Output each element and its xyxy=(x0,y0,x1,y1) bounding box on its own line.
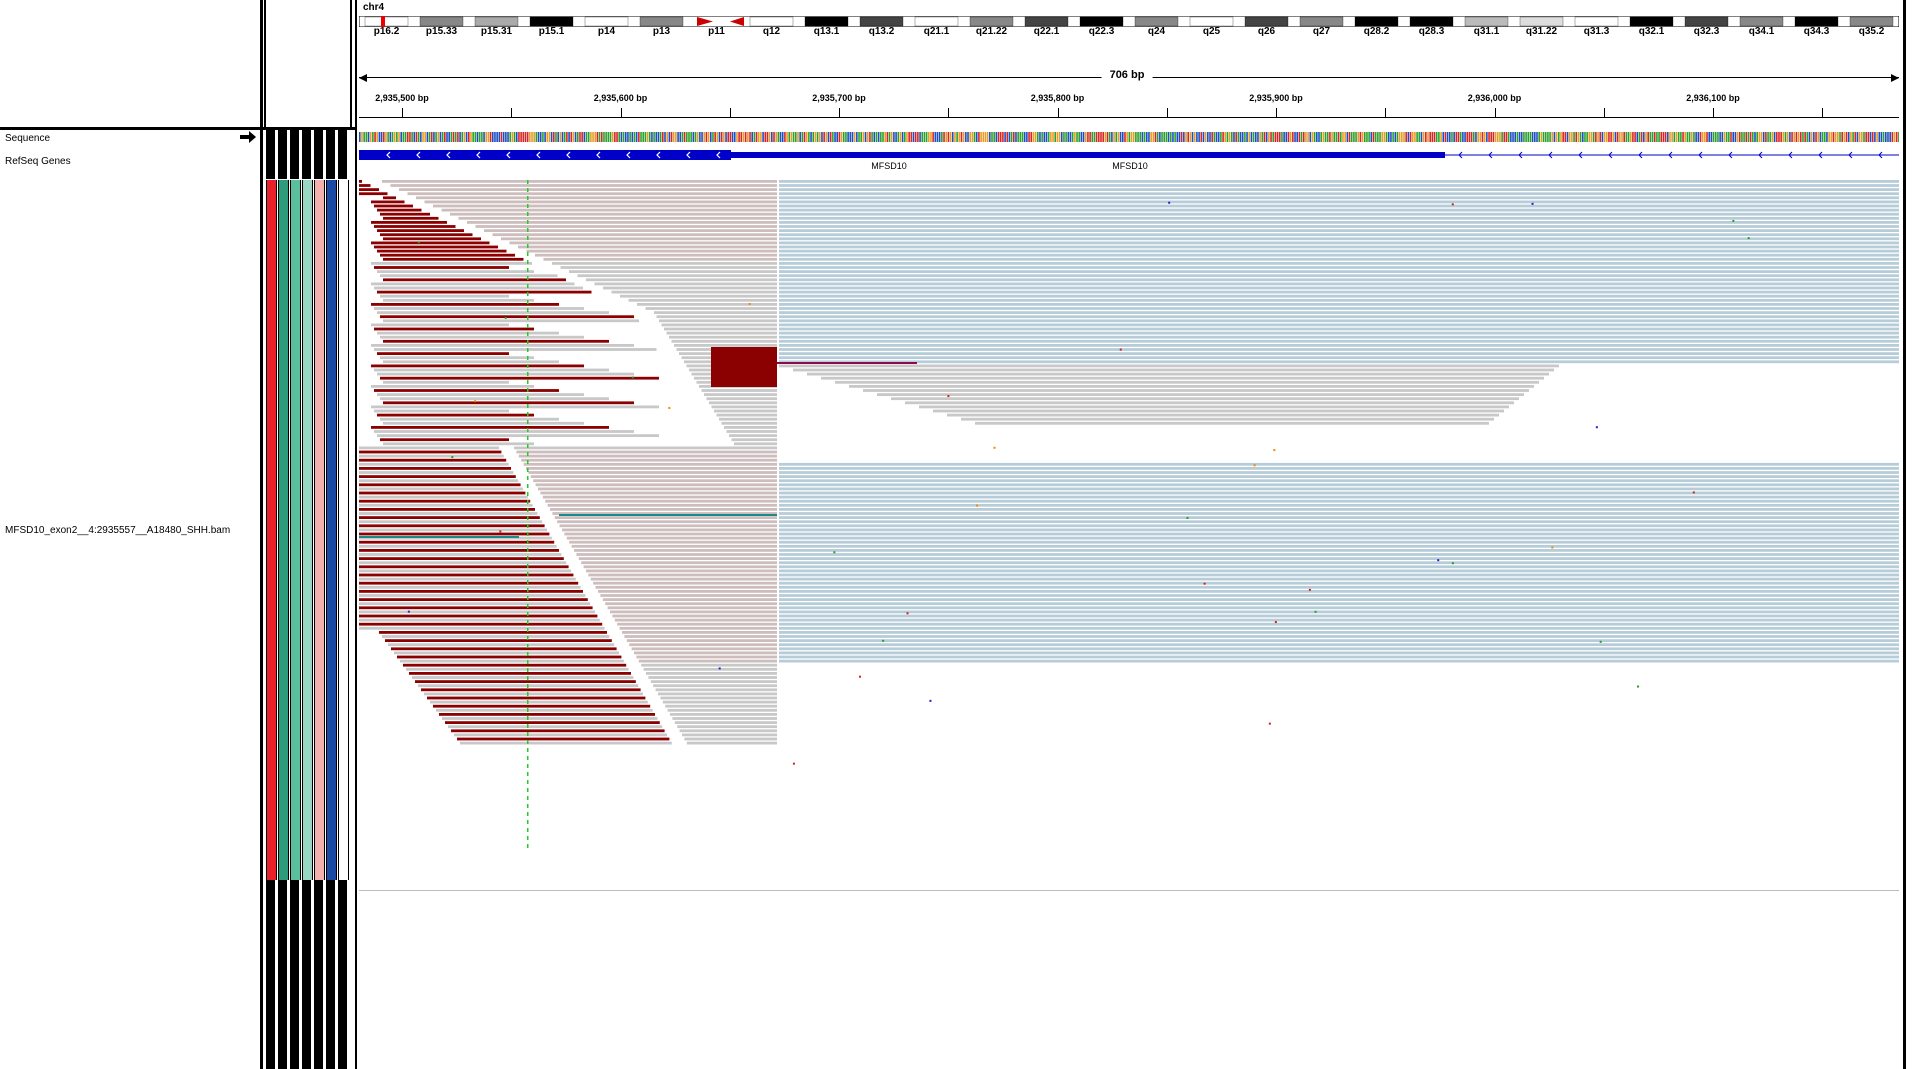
attribute-cell[interactable] xyxy=(278,180,289,880)
ruler-tick xyxy=(1713,108,1714,117)
span-label: 706 bp xyxy=(1101,69,1153,81)
attribute-cell[interactable] xyxy=(266,880,275,1069)
ruler-tick-label: 2,936,100 bp xyxy=(1686,93,1740,103)
attribute-cell[interactable] xyxy=(266,180,277,880)
name-panel-header xyxy=(0,0,261,127)
ruler-tick xyxy=(1057,108,1059,117)
cytoband-label: p15.33 xyxy=(425,26,458,37)
attribute-cell[interactable] xyxy=(314,129,323,179)
attribute-cell[interactable] xyxy=(326,880,335,1069)
ruler-tick xyxy=(1603,108,1605,117)
header-separator xyxy=(0,127,357,130)
cytoband-label: q32.3 xyxy=(1693,26,1720,37)
cytoband-label: q31.1 xyxy=(1473,26,1500,37)
data-panel[interactable]: chr4 p16.2 p15.33 p15.31 p15.1 p14 p13 p11 q12 q… xyxy=(357,0,1903,1069)
ruler-tick-label: 2,936,000 bp xyxy=(1467,93,1522,103)
ruler-tick xyxy=(1276,108,1277,117)
ruler-axis xyxy=(359,117,1899,118)
alignment-track[interactable] xyxy=(359,180,1899,890)
track-name-refseq-genes[interactable]: RefSeq Genes xyxy=(5,156,71,167)
gene-label-2[interactable]: MFSD10 xyxy=(1112,161,1148,171)
ruler-tick-label: 2,935,900 bp xyxy=(1249,93,1303,103)
ruler-tick xyxy=(729,108,731,117)
attribute-cell[interactable] xyxy=(266,129,275,179)
attribute-cell[interactable] xyxy=(290,129,299,179)
cytoband-label: q32.1 xyxy=(1638,26,1665,37)
cytoband-label: q35.2 xyxy=(1858,26,1885,37)
track-name-panel: Sequence RefSeq Genes MFSD10_exon2__4:29… xyxy=(0,0,261,1069)
attribute-cell[interactable] xyxy=(338,129,347,179)
ruler-tick xyxy=(839,108,840,117)
cytoband-label: q12 xyxy=(762,26,781,37)
ruler-tick-label: 2,935,500 bp xyxy=(375,93,429,103)
ruler-tick xyxy=(402,108,403,117)
track-name-sequence[interactable]: Sequence xyxy=(5,133,51,144)
ruler-tick xyxy=(948,108,950,117)
ruler-tick-label: 2,935,600 bp xyxy=(593,93,648,103)
cytoband-label: q13.1 xyxy=(813,26,840,37)
attr-panel-divider[interactable] xyxy=(355,0,358,1069)
attribute-cell[interactable] xyxy=(290,180,301,880)
name-panel-divider[interactable] xyxy=(260,0,263,1069)
cytoband-label: q25 xyxy=(1202,26,1221,37)
cytoband-label: q21.1 xyxy=(923,26,950,37)
cytoband-label: q31.3 xyxy=(1583,26,1610,37)
cytoband-label: p15.31 xyxy=(480,26,513,37)
cytoband-label: p14 xyxy=(597,26,616,37)
ruler-tick-label: 2,935,800 bp xyxy=(1030,93,1085,103)
cytoband-label: q22.3 xyxy=(1088,26,1115,37)
attribute-cell[interactable] xyxy=(314,180,325,880)
attribute-cell[interactable] xyxy=(278,880,287,1069)
attribute-panel xyxy=(261,0,355,1069)
span-right-arrow-icon xyxy=(1891,74,1899,82)
attribute-cell[interactable] xyxy=(338,880,347,1069)
gene-label-1[interactable]: MFSD10 xyxy=(871,161,907,171)
attribute-cell[interactable] xyxy=(326,129,335,179)
cytoband-label: q28.2 xyxy=(1363,26,1390,37)
strand-arrow-icon[interactable] xyxy=(240,131,256,143)
cytoband-label: q24 xyxy=(1147,26,1166,37)
attribute-cell[interactable] xyxy=(290,880,299,1069)
sequence-track[interactable] xyxy=(359,131,1899,143)
ruler-tick xyxy=(511,108,513,117)
scrollbar[interactable] xyxy=(1903,0,1920,1069)
cytoband-label: q34.1 xyxy=(1748,26,1775,37)
attribute-cell[interactable] xyxy=(302,129,311,179)
ruler-tick-label: 2,935,700 bp xyxy=(812,93,866,103)
cytoband-label: q27 xyxy=(1312,26,1331,37)
attribute-cell[interactable] xyxy=(314,880,323,1069)
chromosome-ideogram[interactable] xyxy=(359,16,1899,27)
cytoband-label: q34.3 xyxy=(1803,26,1830,37)
cytoband-label: p16.2 xyxy=(373,26,400,37)
attribute-cell[interactable] xyxy=(302,180,313,880)
attribute-cell[interactable] xyxy=(326,180,337,880)
cytoband-label: p15.1 xyxy=(538,26,565,37)
ruler-tick xyxy=(1385,108,1387,117)
cytoband-label: q22.1 xyxy=(1033,26,1060,37)
cytoband-label: p11 xyxy=(708,26,725,37)
track-bottom-border xyxy=(359,890,1899,891)
ruler-tick xyxy=(1494,108,1496,117)
cytoband-label: q13.2 xyxy=(868,26,895,37)
attribute-header[interactable] xyxy=(264,0,352,128)
cytoband-label: q31.22 xyxy=(1525,26,1558,37)
chromosome-name: chr4 xyxy=(363,2,385,13)
refseq-gene-track[interactable] xyxy=(359,148,1899,178)
cytoband-label: q21.22 xyxy=(975,26,1008,37)
attribute-cell[interactable] xyxy=(302,880,311,1069)
track-name-bam[interactable]: MFSD10_exon2__4:2935557__A18480_SHH.bam xyxy=(5,525,231,536)
span-left-arrow-icon xyxy=(359,74,367,82)
ruler-tick xyxy=(1166,108,1168,117)
ruler-tick xyxy=(1822,108,1824,117)
cytoband-label: p13 xyxy=(652,26,671,37)
cytoband-label: q26 xyxy=(1257,26,1276,37)
attribute-cell[interactable] xyxy=(278,129,287,179)
cytoband-label: q28.3 xyxy=(1418,26,1445,37)
ruler-tick xyxy=(620,108,622,117)
attribute-cell[interactable] xyxy=(338,180,349,880)
